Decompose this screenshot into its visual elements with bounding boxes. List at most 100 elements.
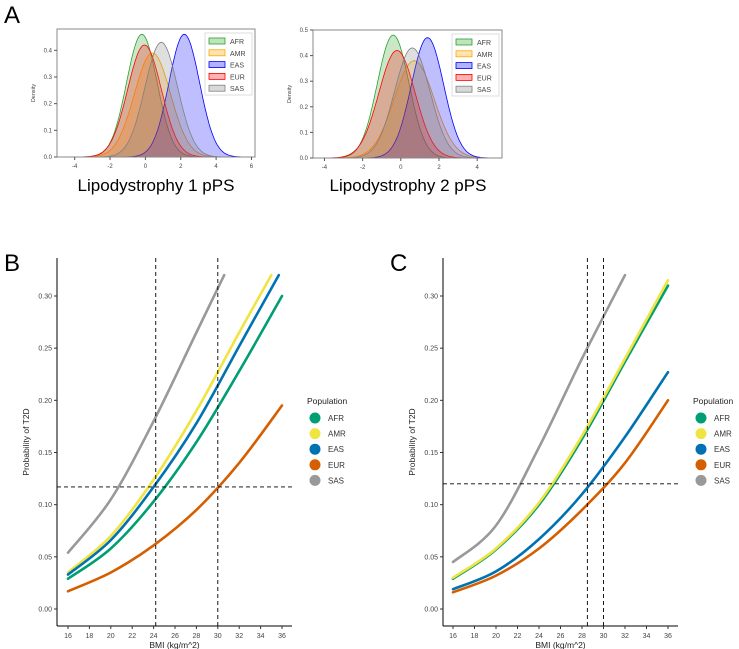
- x-tick-label: 22: [514, 633, 522, 640]
- x-tick-label: 24: [150, 633, 158, 640]
- y-axis-label: Density: [287, 85, 293, 104]
- x-tick-label: 4: [476, 165, 480, 171]
- y-tick-label: 0.15: [424, 450, 438, 457]
- legend-swatch-afr: [208, 37, 226, 45]
- legend-label: AMR: [230, 51, 246, 58]
- x-tick-label: 22: [128, 633, 136, 640]
- y-tick-label: 0.4: [300, 54, 309, 60]
- x-tick-label: 18: [471, 633, 479, 640]
- legend-dot-eas: [695, 443, 707, 455]
- x-tick-label: 28: [578, 633, 586, 640]
- legend-swatch-sas: [455, 85, 473, 93]
- y-axis-label: Density: [31, 84, 37, 103]
- x-tick-label: 0: [399, 165, 403, 171]
- y-tick-label: 0.0: [44, 155, 53, 161]
- y-axis-label: Probability of T2D: [407, 408, 417, 475]
- curve-sas: [451, 273, 627, 564]
- y-tick-label: 0.1: [44, 128, 53, 134]
- legend-dot-eas: [309, 443, 321, 455]
- legend-dot-sas: [309, 474, 321, 486]
- plot-frame: [56, 28, 256, 158]
- legend-title: Population: [307, 396, 347, 406]
- legend-swatch-sas: [208, 84, 226, 92]
- probability-plot-c: 16 18 20 22 24 26 28 30 32 34 36 0.00 0.05 0.10 0.15 0.…: [407, 258, 733, 649]
- x-tick-label: 36: [664, 633, 672, 640]
- y-tick-label: 0.2: [300, 105, 309, 111]
- density-title-1: Lipodystrophy 1 pPS: [77, 176, 235, 195]
- y-tick-label: 0.30: [38, 294, 52, 301]
- panel-label-a: A: [4, 2, 21, 29]
- x-tick-label: 2: [437, 165, 441, 171]
- x-tick-label: 26: [557, 633, 565, 640]
- probability-plot-b: 16 18 20 22 24 26 28 30 32 34 36 0.00 0.05 0.10 0.15 0.…: [21, 258, 347, 649]
- legend-swatch-afr: [455, 38, 473, 46]
- y-tick-label: 0.20: [38, 398, 52, 405]
- curve-afr: [66, 294, 284, 581]
- legend-dot-eur: [309, 459, 321, 471]
- legend-label: EAS: [230, 63, 244, 70]
- x-axis-label: BMI (kg/m^2): [535, 640, 585, 649]
- panel-label-b: B: [4, 250, 21, 277]
- density-plot-1: -4 -2 0 2 4 6 0.0 0.1 0.2 0.3 0.4 Density AFR AMR EAS E…: [31, 28, 256, 170]
- curve-eur: [66, 404, 284, 593]
- x-tick-label: -2: [360, 165, 366, 171]
- curve-sas: [66, 273, 226, 554]
- legend-swatch-eur: [455, 74, 473, 81]
- legend-label: EUR: [328, 461, 345, 470]
- x-tick-label: 28: [193, 633, 201, 640]
- legend-label: AFR: [477, 40, 491, 47]
- legend-label: AFR: [714, 414, 730, 423]
- legend: [204, 32, 253, 96]
- panel-label-c: C: [390, 250, 408, 277]
- legend-dot-amr: [309, 428, 321, 440]
- y-tick-label: 0.25: [38, 346, 52, 353]
- legend-label: SAS: [328, 476, 344, 485]
- y-tick-label: 0.1: [300, 130, 309, 136]
- density-title-2: Lipodystrophy 2 pPS: [329, 176, 487, 195]
- legend-label: AMR: [328, 430, 346, 439]
- x-tick-label: 0: [144, 164, 148, 170]
- legend-label: EAS: [714, 445, 730, 454]
- x-tick-label: 24: [535, 633, 543, 640]
- y-tick-label: 0.2: [44, 102, 53, 108]
- y-tick-label: 0.10: [424, 502, 438, 509]
- y-tick-label: 0.5: [300, 28, 309, 34]
- legend-label: SAS: [714, 476, 730, 485]
- legend-swatch-eas: [208, 61, 226, 68]
- plot-frame: [312, 29, 503, 159]
- x-tick-label: 16: [449, 633, 457, 640]
- x-tick-label: -2: [107, 164, 113, 170]
- curve-amr: [66, 273, 273, 574]
- x-tick-label: 26: [171, 633, 179, 640]
- y-tick-label: 0.05: [424, 554, 438, 561]
- x-tick-label: 34: [643, 633, 651, 640]
- legend-dot-afr: [695, 412, 707, 424]
- y-tick-label: 0.3: [44, 75, 53, 81]
- x-tick-label: 36: [278, 633, 286, 640]
- legend: [451, 33, 500, 97]
- legend-label: EAS: [477, 64, 491, 71]
- y-tick-label: 0.10: [38, 502, 52, 509]
- y-tick-label: 0.3: [300, 79, 309, 85]
- curve-eur: [451, 399, 670, 594]
- x-tick-label: 18: [86, 633, 94, 640]
- y-tick-label: 0.15: [38, 450, 52, 457]
- y-tick-label: 0.30: [424, 294, 438, 301]
- x-tick-label: 16: [64, 633, 72, 640]
- y-tick-label: 0.00: [38, 607, 52, 614]
- x-tick-label: 30: [214, 633, 222, 640]
- y-tick-label: 0.0: [300, 156, 309, 162]
- x-tick-label: 32: [621, 633, 629, 640]
- x-axis-label: BMI (kg/m^2): [149, 640, 199, 649]
- y-tick-label: 0.25: [424, 346, 438, 353]
- legend-label: AFR: [328, 414, 344, 423]
- legend-dot-afr: [309, 412, 321, 424]
- legend-label: AMR: [477, 52, 493, 59]
- legend-swatch-amr: [208, 49, 226, 57]
- x-tick-label: -4: [72, 164, 78, 170]
- legend-label: EUR: [714, 461, 731, 470]
- legend-label: AFR: [230, 39, 244, 46]
- legend-dot-sas: [695, 474, 707, 486]
- x-tick-label: 6: [250, 164, 254, 170]
